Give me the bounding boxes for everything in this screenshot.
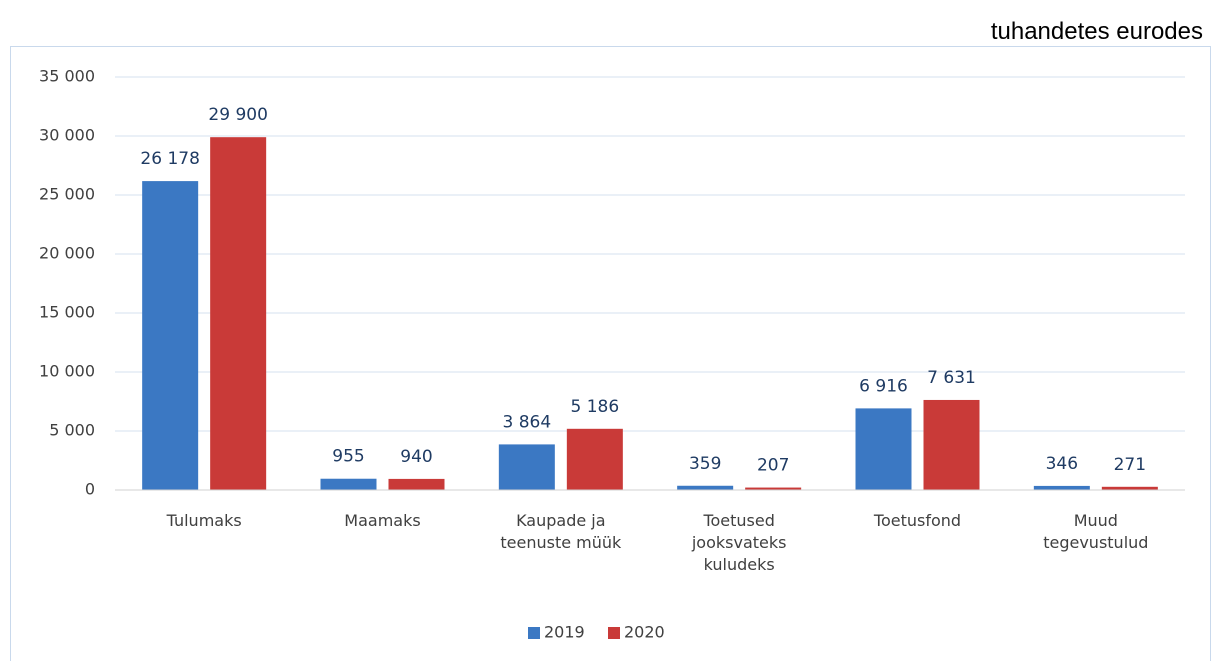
bar — [745, 487, 802, 490]
bar — [1101, 486, 1158, 490]
bar — [210, 137, 267, 490]
value-label: 955 — [332, 447, 364, 467]
legend-label: 2020 — [624, 623, 665, 642]
value-label: 5 186 — [570, 397, 619, 417]
value-label: 26 178 — [140, 149, 199, 169]
bar — [498, 444, 555, 490]
chart-frame — [10, 46, 1211, 661]
y-tick-label: 30 000 — [39, 126, 95, 145]
value-label: 271 — [1114, 455, 1146, 475]
value-label: 29 900 — [208, 105, 267, 125]
bar — [855, 408, 912, 490]
bar — [566, 428, 623, 490]
legend-swatch — [608, 627, 620, 639]
value-label: 940 — [400, 447, 432, 467]
y-tick-label: 35 000 — [39, 67, 95, 86]
x-tick-label: Maamaks — [344, 511, 421, 530]
value-label: 207 — [757, 456, 789, 476]
unit-label: tuhandetes eurodes — [990, 18, 1203, 45]
bar — [677, 485, 734, 490]
y-tick-label: 5 000 — [49, 421, 95, 440]
x-tick-label: Tulumaks — [166, 511, 242, 530]
bar — [320, 478, 377, 490]
value-label: 359 — [689, 454, 721, 474]
y-tick-label: 20 000 — [39, 244, 95, 263]
bar — [142, 181, 199, 490]
x-tick-label: Muud tegevustulud — [1043, 511, 1149, 552]
bar — [923, 399, 980, 490]
x-tick-label: Toetusfond — [873, 511, 962, 530]
y-tick-label: 15 000 — [39, 303, 95, 322]
legend-label: 2019 — [544, 623, 585, 642]
y-tick-label: 25 000 — [39, 185, 95, 204]
x-tick-label: Toetused jooksvateks kuludeks — [691, 511, 787, 574]
bar — [1033, 485, 1090, 490]
x-tick-label: Kaupade ja teenuste müük — [500, 511, 622, 552]
value-label: 3 864 — [502, 412, 551, 432]
value-label: 7 631 — [927, 368, 976, 388]
y-tick-label: 10 000 — [39, 362, 95, 381]
bar — [388, 478, 445, 490]
legend-swatch — [528, 627, 540, 639]
y-tick-label: 0 — [85, 480, 95, 499]
value-label: 6 916 — [859, 376, 908, 396]
value-label: 346 — [1046, 454, 1078, 474]
